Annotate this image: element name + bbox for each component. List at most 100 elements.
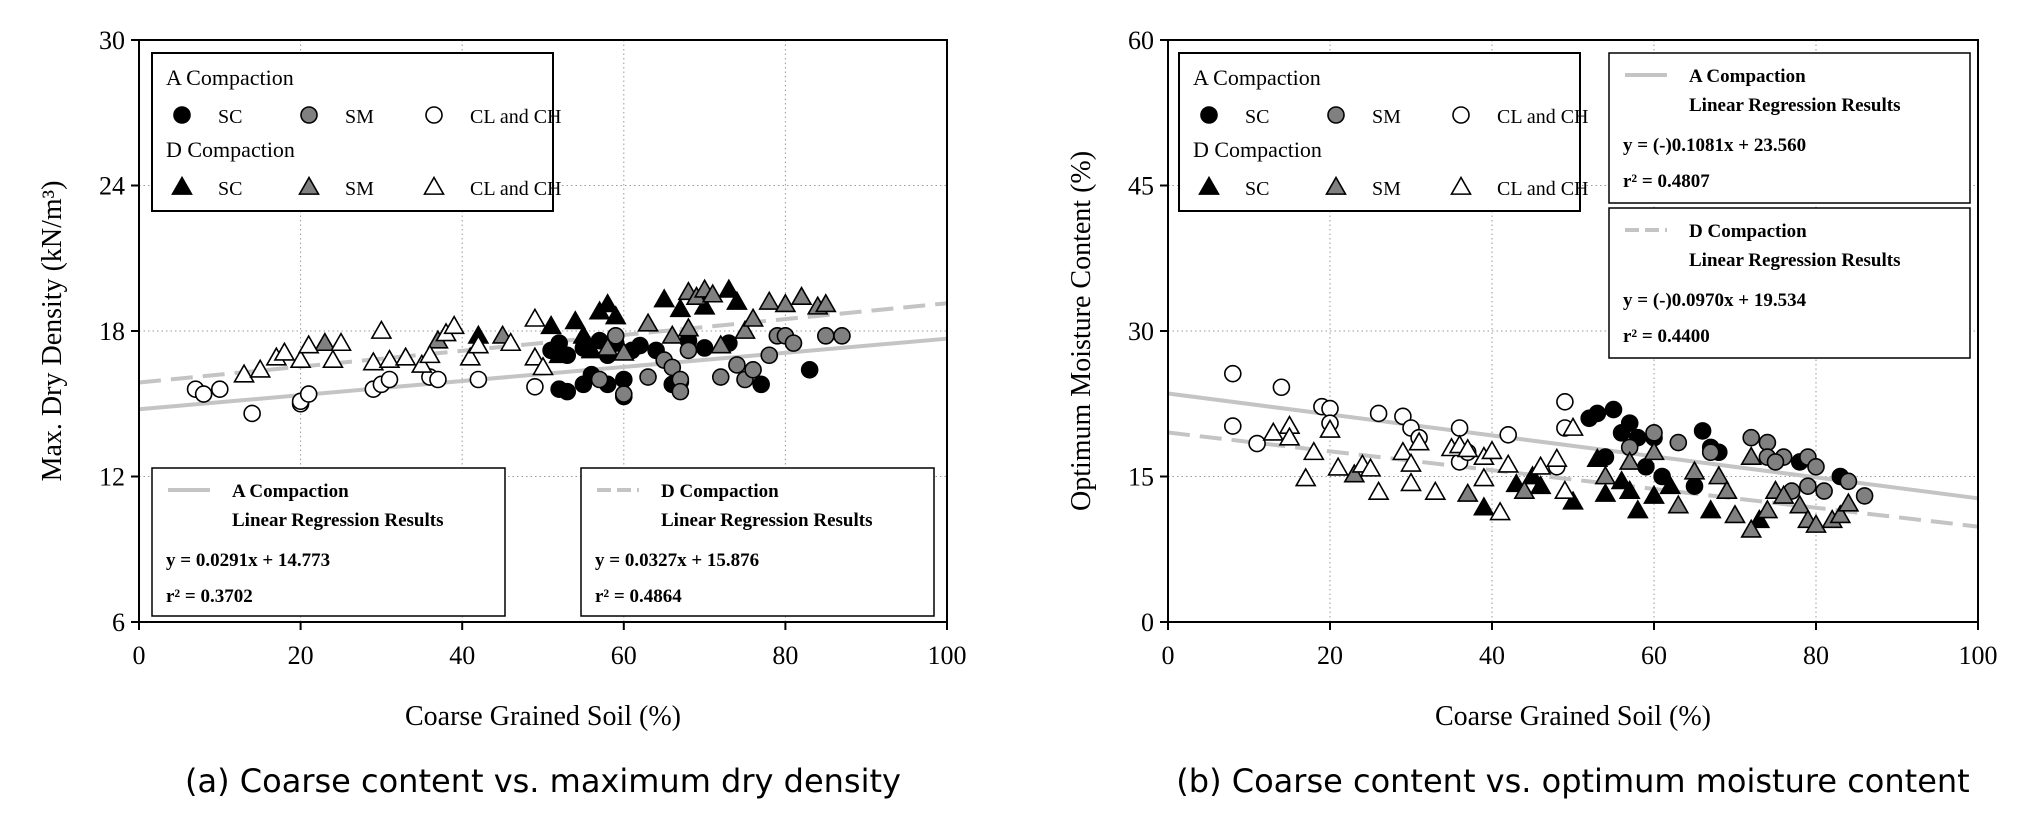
data-point bbox=[1456, 482, 1479, 502]
data-point bbox=[695, 339, 714, 357]
y-tick-label: 15 bbox=[1128, 463, 1154, 492]
data-point bbox=[1807, 457, 1825, 476]
legend-item-label: SC bbox=[1245, 178, 1269, 200]
regression-box-d: D Compaction Linear Regression Results y =… bbox=[1608, 207, 1971, 359]
data-point bbox=[1473, 467, 1495, 487]
data-point bbox=[273, 341, 296, 361]
series-d-compaction-sm bbox=[1343, 441, 1860, 538]
legend-marker bbox=[298, 175, 320, 195]
data-point bbox=[1667, 494, 1690, 514]
data-point bbox=[558, 382, 577, 401]
series-d-compaction-sm bbox=[313, 278, 837, 361]
regression-subtitle: Linear Regression Results bbox=[661, 510, 872, 531]
data-point bbox=[1529, 475, 1552, 495]
legend-item-label: SC bbox=[218, 178, 242, 200]
data-point bbox=[1855, 487, 1874, 505]
data-point bbox=[693, 295, 716, 315]
legend-marker bbox=[425, 106, 443, 124]
y-tick-label: 45 bbox=[1128, 172, 1154, 201]
data-point bbox=[1400, 452, 1422, 472]
data-point bbox=[728, 356, 746, 374]
data-point bbox=[524, 346, 546, 366]
data-point bbox=[1815, 482, 1833, 500]
data-point bbox=[1473, 496, 1495, 516]
x-axis-label: Coarse Grained Soil (%) bbox=[405, 701, 681, 732]
data-point bbox=[289, 348, 312, 369]
data-point bbox=[590, 370, 609, 389]
data-point bbox=[1701, 443, 1720, 462]
data-point bbox=[1740, 518, 1763, 538]
data-point bbox=[1756, 499, 1779, 519]
data-point bbox=[1586, 447, 1609, 467]
x-tick-label: 80 bbox=[772, 641, 798, 670]
data-point bbox=[1699, 499, 1722, 519]
data-point bbox=[1799, 477, 1817, 496]
x-tick-label: 100 bbox=[928, 641, 967, 670]
data-point bbox=[330, 332, 352, 352]
figure-caption: (a) Coarse content vs. maximum dry densi… bbox=[185, 762, 901, 800]
regression-equation: y = (-)0.1081x + 23.560 bbox=[1623, 135, 1806, 156]
legend-marker bbox=[1450, 175, 1472, 195]
data-point bbox=[612, 341, 635, 361]
data-point bbox=[1302, 441, 1325, 461]
data-point bbox=[243, 404, 261, 423]
regression-box-a: A Compaction Linear Regression Results y =… bbox=[1608, 52, 1971, 204]
legend-item-label: SM bbox=[1372, 106, 1401, 128]
data-point bbox=[1408, 431, 1430, 451]
data-point bbox=[1327, 456, 1349, 476]
data-point bbox=[1321, 399, 1339, 418]
regression-title: D Compaction bbox=[1689, 221, 1807, 242]
chart-b: 0 20 40 60 80 100 0 15 30 45 60 A Compaction SC SM CL … bbox=[1066, 26, 1998, 800]
data-point bbox=[1456, 438, 1479, 458]
data-point bbox=[1788, 494, 1811, 514]
data-point bbox=[1805, 513, 1827, 533]
series-d-compaction-sc bbox=[467, 278, 748, 364]
data-point bbox=[1248, 434, 1266, 453]
legend: A Compaction SC SM CL and CH D Compaction SC S… bbox=[151, 52, 561, 212]
data-point bbox=[1562, 490, 1584, 510]
data-point bbox=[606, 327, 625, 345]
legend-item-label: CL and CH bbox=[470, 178, 561, 200]
data-point bbox=[1562, 416, 1584, 436]
data-point bbox=[1643, 484, 1665, 504]
data-point bbox=[410, 353, 433, 373]
data-point bbox=[1359, 457, 1382, 477]
data-point bbox=[362, 351, 385, 371]
data-point bbox=[1489, 501, 1511, 521]
data-point bbox=[1829, 504, 1852, 524]
legend-marker bbox=[171, 175, 193, 195]
data-point bbox=[711, 368, 730, 386]
data-point bbox=[1837, 492, 1860, 512]
data-point bbox=[1643, 441, 1665, 461]
data-point bbox=[1529, 455, 1552, 475]
x-tick-label: 20 bbox=[1317, 641, 1343, 670]
data-point bbox=[1724, 504, 1746, 524]
data-point bbox=[833, 327, 851, 345]
data-point bbox=[1513, 479, 1536, 499]
y-tick-label: 30 bbox=[99, 26, 125, 55]
x-tick-label: 80 bbox=[1803, 641, 1829, 670]
regression-equation: y = (-)0.0970x + 19.534 bbox=[1623, 290, 1807, 311]
x-tick-label: 40 bbox=[449, 641, 475, 670]
data-point bbox=[249, 358, 272, 378]
data-point bbox=[752, 375, 770, 394]
data-point bbox=[1645, 424, 1663, 442]
data-point bbox=[1669, 433, 1688, 452]
data-point bbox=[760, 346, 779, 365]
regression-subtitle: Linear Regression Results bbox=[1689, 95, 1900, 116]
data-point bbox=[1424, 480, 1447, 500]
data-point bbox=[1766, 453, 1785, 471]
data-point bbox=[701, 283, 724, 303]
data-point bbox=[429, 370, 447, 389]
data-point bbox=[734, 319, 756, 339]
data-point bbox=[1521, 465, 1544, 485]
legend-box bbox=[1178, 52, 1581, 212]
data-point bbox=[394, 346, 417, 366]
data-point bbox=[532, 356, 554, 376]
y-axis-label: Max. Dry Density (kN/m³) bbox=[37, 181, 68, 482]
data-point bbox=[572, 324, 595, 344]
data-point bbox=[1742, 428, 1760, 447]
data-point bbox=[1499, 425, 1517, 444]
legend-marker bbox=[1325, 175, 1347, 195]
